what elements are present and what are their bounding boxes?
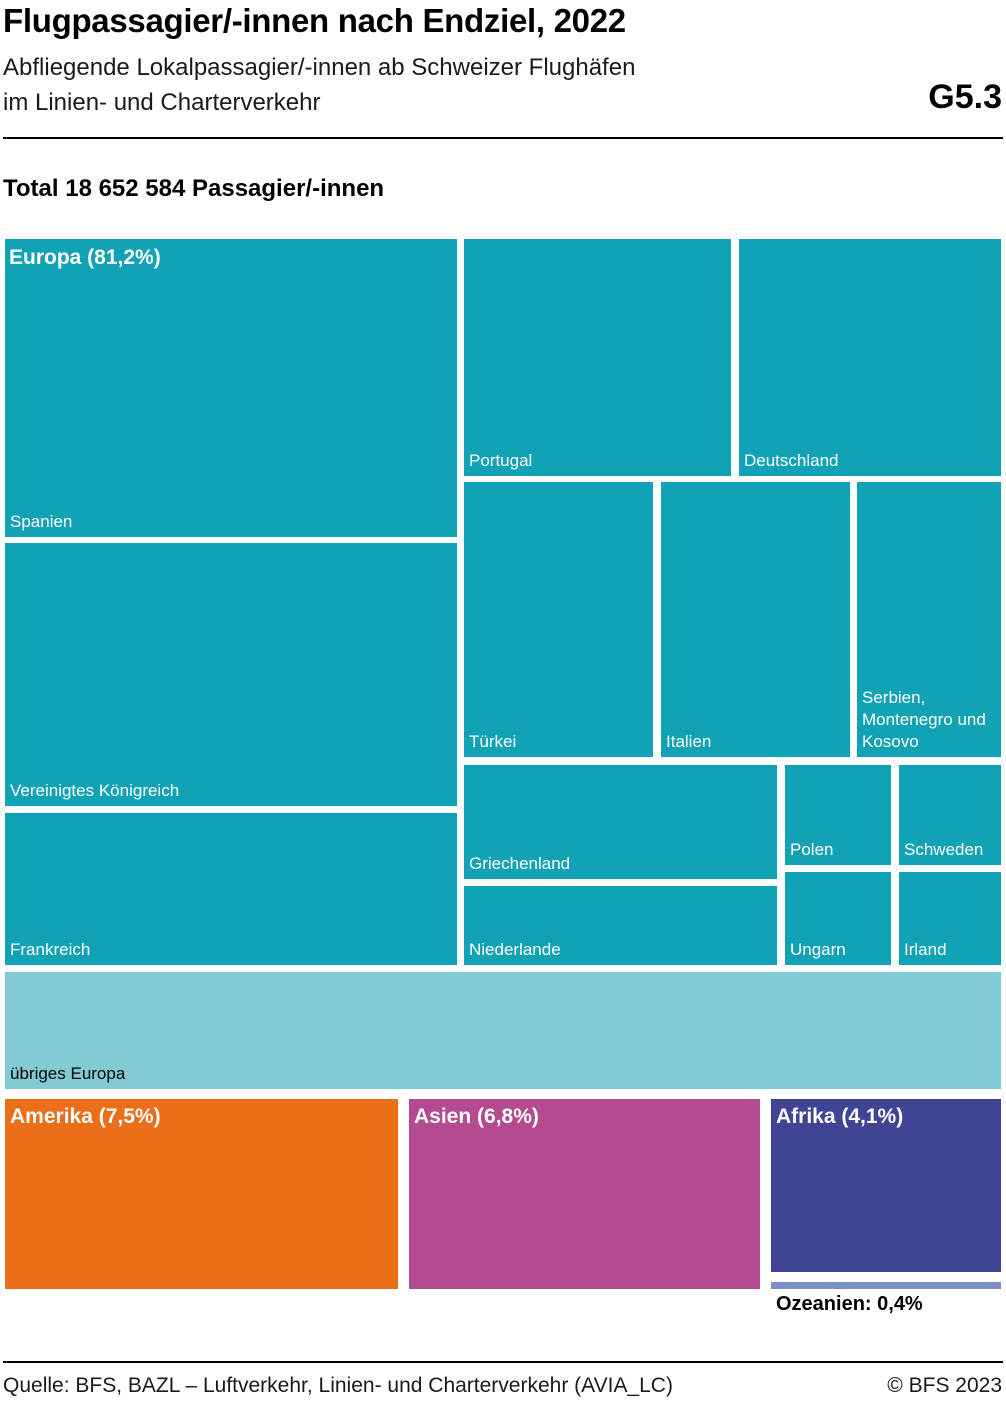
tile-label: Polen — [790, 840, 834, 859]
group-label-ozeanien: Ozeanien: 0,4% — [776, 1293, 923, 1315]
footer-rule — [3, 1361, 1003, 1363]
group-label-asien: Asien (6,8%) — [414, 1105, 539, 1128]
chart-title: Flugpassagier/-innen nach Endziel, 2022 — [3, 2, 626, 39]
tile-ozeanien — [771, 1282, 1001, 1289]
tile-irland: Irland — [899, 872, 1001, 965]
header-rule — [3, 137, 1003, 139]
tile-frankreich: Frankreich — [5, 813, 457, 965]
chart-subtitle: Abfliegende Lokalpassagier/-innen ab Sch… — [3, 50, 823, 120]
tile-tuerkei: Türkei — [464, 482, 653, 757]
subtitle-line-2: im Linien- und Charterverkehr — [3, 89, 321, 116]
tile-label: Türkei — [469, 732, 517, 751]
group-label-europa: Europa (81,2%) — [9, 246, 161, 269]
tile-spanien: Spanien — [5, 239, 457, 537]
tile-label: Portugal — [469, 451, 533, 470]
tile-label: Griechenland — [469, 854, 571, 873]
tile-label: Frankreich — [10, 940, 91, 959]
tile-afrika: Afrika (4,1%) — [771, 1099, 1001, 1272]
tile-label: übriges Europa — [10, 1064, 126, 1083]
tile-label: Vereinigtes Königreich — [10, 781, 180, 800]
tile-asien: Asien (6,8%) — [409, 1099, 760, 1289]
tile-label: Deutschland — [744, 451, 839, 470]
tile-uebriges-europa: übriges Europa — [5, 972, 1001, 1089]
footer-source: Quelle: BFS, BAZL – Luftverkehr, Linien-… — [3, 1374, 673, 1397]
tile-italien: Italien — [661, 482, 850, 757]
tile-label: Schweden — [904, 840, 984, 859]
tile-griechenland: Griechenland — [464, 765, 777, 879]
group-label-afrika: Afrika (4,1%) — [776, 1105, 904, 1128]
tile-label: Italien — [666, 732, 712, 751]
tile-label: Serbien, Montenegro und Kosovo — [862, 688, 986, 751]
footer-copyright: © BFS 2023 — [887, 1374, 1002, 1397]
tile-schweden: Schweden — [899, 765, 1001, 865]
subtitle-line-1: Abfliegende Lokalpassagier/-innen ab Sch… — [3, 54, 636, 81]
tile-label: Spanien — [10, 512, 73, 531]
tile-deutschland: Deutschland — [739, 239, 1001, 476]
tile-amerika: Amerika (7,5%) — [5, 1099, 398, 1289]
tile-vereinigtes-koenigreich: Vereinigtes Königreich — [5, 543, 457, 806]
tile-portugal: Portugal — [464, 239, 731, 476]
tile-serbien-montenegro-und-kosovo: Serbien, Montenegro und Kosovo — [857, 482, 1001, 757]
tile-niederlande: Niederlande — [464, 886, 777, 965]
tile-ungarn: Ungarn — [785, 872, 891, 965]
tile-label: Niederlande — [469, 940, 561, 959]
chart-id: G5.3 — [928, 78, 1002, 116]
total-label: Total 18 652 584 Passagier/-innen — [3, 175, 385, 202]
tile-label: Irland — [904, 940, 947, 959]
group-label-amerika: Amerika (7,5%) — [10, 1105, 161, 1128]
tile-label: Ungarn — [790, 940, 846, 959]
tile-polen: Polen — [785, 765, 891, 865]
